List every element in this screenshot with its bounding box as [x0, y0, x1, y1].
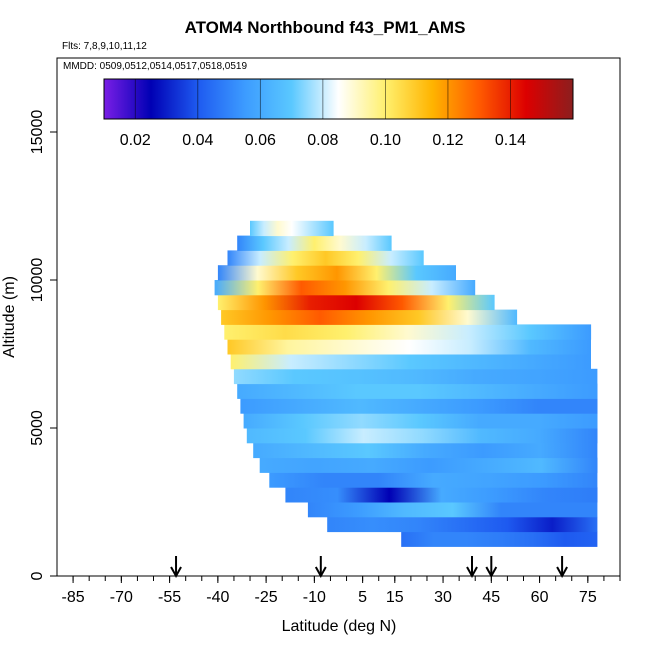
- heatmap-band: [307, 502, 598, 518]
- colorbar-tick-label: 0.08: [307, 132, 338, 149]
- heatmap-band: [327, 516, 598, 533]
- flight-arrow: [170, 556, 182, 579]
- y-tick-label: 10000: [29, 258, 46, 303]
- flight-arrows: [170, 556, 568, 579]
- x-tick-label: -25: [255, 589, 278, 606]
- flight-arrow: [556, 556, 568, 579]
- heatmap-band: [237, 235, 392, 251]
- x-tick-label: 15: [386, 589, 404, 606]
- heatmap-band: [227, 339, 591, 355]
- y-tick-label: 0: [29, 571, 46, 580]
- y-axis: 0 5000 10000 15000: [29, 110, 57, 580]
- heatmap-band: [221, 309, 518, 325]
- heatmap-band: [240, 398, 598, 414]
- heatmap-band: [401, 531, 598, 547]
- heatmap-band: [233, 368, 598, 385]
- x-tick-label: -85: [62, 589, 85, 606]
- flight-arrow: [314, 556, 327, 579]
- x-tick-label: 5: [358, 589, 367, 606]
- heatmap-band: [250, 220, 334, 237]
- heatmap-band: [243, 413, 598, 429]
- heatmap-band: [217, 294, 495, 311]
- heatmap-band: [230, 354, 591, 370]
- x-tick-label: 45: [482, 589, 500, 606]
- x-tick-label: -55: [158, 589, 181, 606]
- heatmap-band: [227, 250, 424, 266]
- chart-title: ATOM4 Northbound f43_PM1_AMS: [184, 18, 466, 37]
- heatmap-band: [285, 487, 598, 503]
- x-tick-label: -70: [110, 589, 133, 606]
- heatmap-band: [237, 383, 598, 399]
- flights-note: Flts: 7,8,9,10,11,12: [62, 41, 147, 52]
- heatmap-band: [217, 265, 456, 281]
- heatmap-band: [253, 442, 598, 459]
- x-tick-label: 30: [434, 589, 452, 606]
- colorbar: 0.02 0.04 0.06 0.08 0.10 0.12 0.14: [103, 78, 574, 149]
- heatmap-band: [214, 280, 476, 296]
- heatmap-band: [259, 457, 598, 473]
- dates-note: MMDD: 0509,0512,0514,0517,0518,0519: [63, 61, 248, 72]
- heatmap-bands: [214, 220, 598, 547]
- flight-arrow: [466, 556, 478, 579]
- colorbar-tick-label: 0.06: [245, 132, 276, 149]
- x-axis: -85 -70 -55 -40 -25 -10 5 15 30 45 60 75: [62, 576, 621, 606]
- colorbar-tick-label: 0.04: [182, 132, 213, 149]
- x-tick-label: -40: [206, 589, 229, 606]
- y-axis-label: Altitude (m): [1, 276, 18, 358]
- colorbar-gradient: [103, 78, 574, 120]
- colorbar-tick-label: 0.10: [370, 132, 401, 149]
- colorbar-tick-label: 0.12: [432, 132, 463, 149]
- plot-frame: [56, 57, 621, 577]
- flight-arrow: [485, 556, 498, 579]
- colorbar-tick-label: 0.14: [495, 132, 526, 149]
- heatmap-band: [269, 472, 598, 488]
- heatmap-band: [246, 428, 598, 444]
- x-tick-label: -10: [303, 589, 326, 606]
- heatmap-band: [224, 324, 592, 340]
- y-tick-label: 15000: [29, 110, 46, 155]
- colorbar-tick-label: 0.02: [120, 132, 151, 149]
- y-tick-label: 5000: [29, 410, 46, 446]
- x-tick-label: 60: [531, 589, 549, 606]
- x-axis-label: Latitude (deg N): [282, 618, 397, 635]
- x-tick-label: 75: [579, 589, 597, 606]
